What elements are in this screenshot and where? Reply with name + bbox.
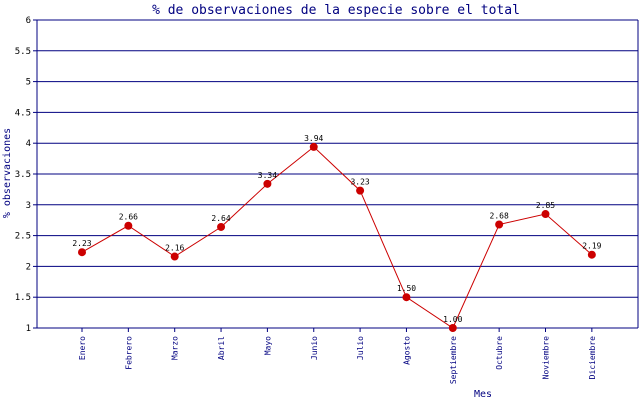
series-line (81, 146, 593, 329)
x-tick-label: Abril (217, 336, 226, 360)
x-tick-label: Noviembre (542, 336, 551, 380)
data-label: 1.50 (397, 284, 416, 293)
y-tick-label: 2 (26, 262, 31, 272)
data-point (78, 248, 86, 257)
data-point (448, 324, 457, 332)
x-tick-label: Mayo (263, 336, 272, 355)
x-tick-label: Enero (78, 336, 87, 360)
y-tick-label: 5 (26, 78, 31, 88)
data-point (356, 186, 365, 195)
data-label: 3.94 (304, 134, 323, 143)
data-point (124, 221, 133, 230)
data-point (587, 250, 596, 259)
data-label: 2.19 (582, 242, 601, 251)
data-label: 3.34 (258, 171, 277, 180)
x-tick-label: Febrero (124, 336, 133, 370)
y-tick-label: 1 (26, 324, 31, 334)
data-label: 2.23 (72, 239, 91, 248)
y-tick-label: 4.5 (15, 108, 31, 118)
data-label: 2.66 (119, 213, 138, 222)
x-axis-title: Mes (474, 389, 492, 400)
data-label: 3.23 (350, 178, 369, 187)
x-tick-labels: Enero Febrero Marzo Abril Mayo Junio Julio Agos… (78, 336, 597, 384)
data-label: 2.16 (165, 244, 184, 253)
chart-title: % de observaciones de la especie sobre e… (152, 3, 520, 18)
data-point (263, 179, 272, 188)
y-tick-label: 2.5 (15, 232, 31, 242)
data-label: 1.00 (443, 315, 462, 324)
data-point (402, 293, 411, 302)
x-tick-label: Octubre (495, 336, 504, 370)
x-tick-label: Julio (356, 336, 365, 360)
data-label: 2.85 (536, 201, 555, 210)
x-tick-label: Junio (310, 336, 319, 360)
x-tick-label: Septiembre (449, 336, 458, 384)
data-point (309, 142, 318, 151)
data-point (541, 210, 550, 219)
gridlines (33, 19, 639, 332)
data-labels: 2.23 2.66 2.16 2.64 3.34 3.94 3.23 1.50 1.00 2.68… (72, 134, 601, 324)
y-tick-label: 3.5 (15, 170, 31, 180)
data-label: 2.68 (490, 212, 509, 221)
data-label: 2.64 (211, 214, 230, 223)
data-point (495, 220, 504, 229)
series-markers (78, 142, 596, 332)
y-tick-labels: 1 1.5 2 2.5 3 3.5 4 4.5 5 5.5 6 (15, 16, 31, 334)
y-tick-label: 1.5 (15, 293, 31, 303)
y-tick-label: 3 (26, 201, 31, 211)
data-point (170, 252, 179, 261)
data-point (217, 222, 226, 231)
y-axis-title: % observaciones (2, 128, 13, 218)
y-tick-label: 6 (26, 16, 31, 26)
y-tick-label: 5.5 (15, 47, 31, 57)
x-tick-label: Marzo (171, 336, 180, 360)
y-tick-label: 4 (26, 139, 31, 149)
x-tick-label: Agosto (402, 336, 411, 365)
x-tick-label: Diciembre (588, 336, 597, 380)
